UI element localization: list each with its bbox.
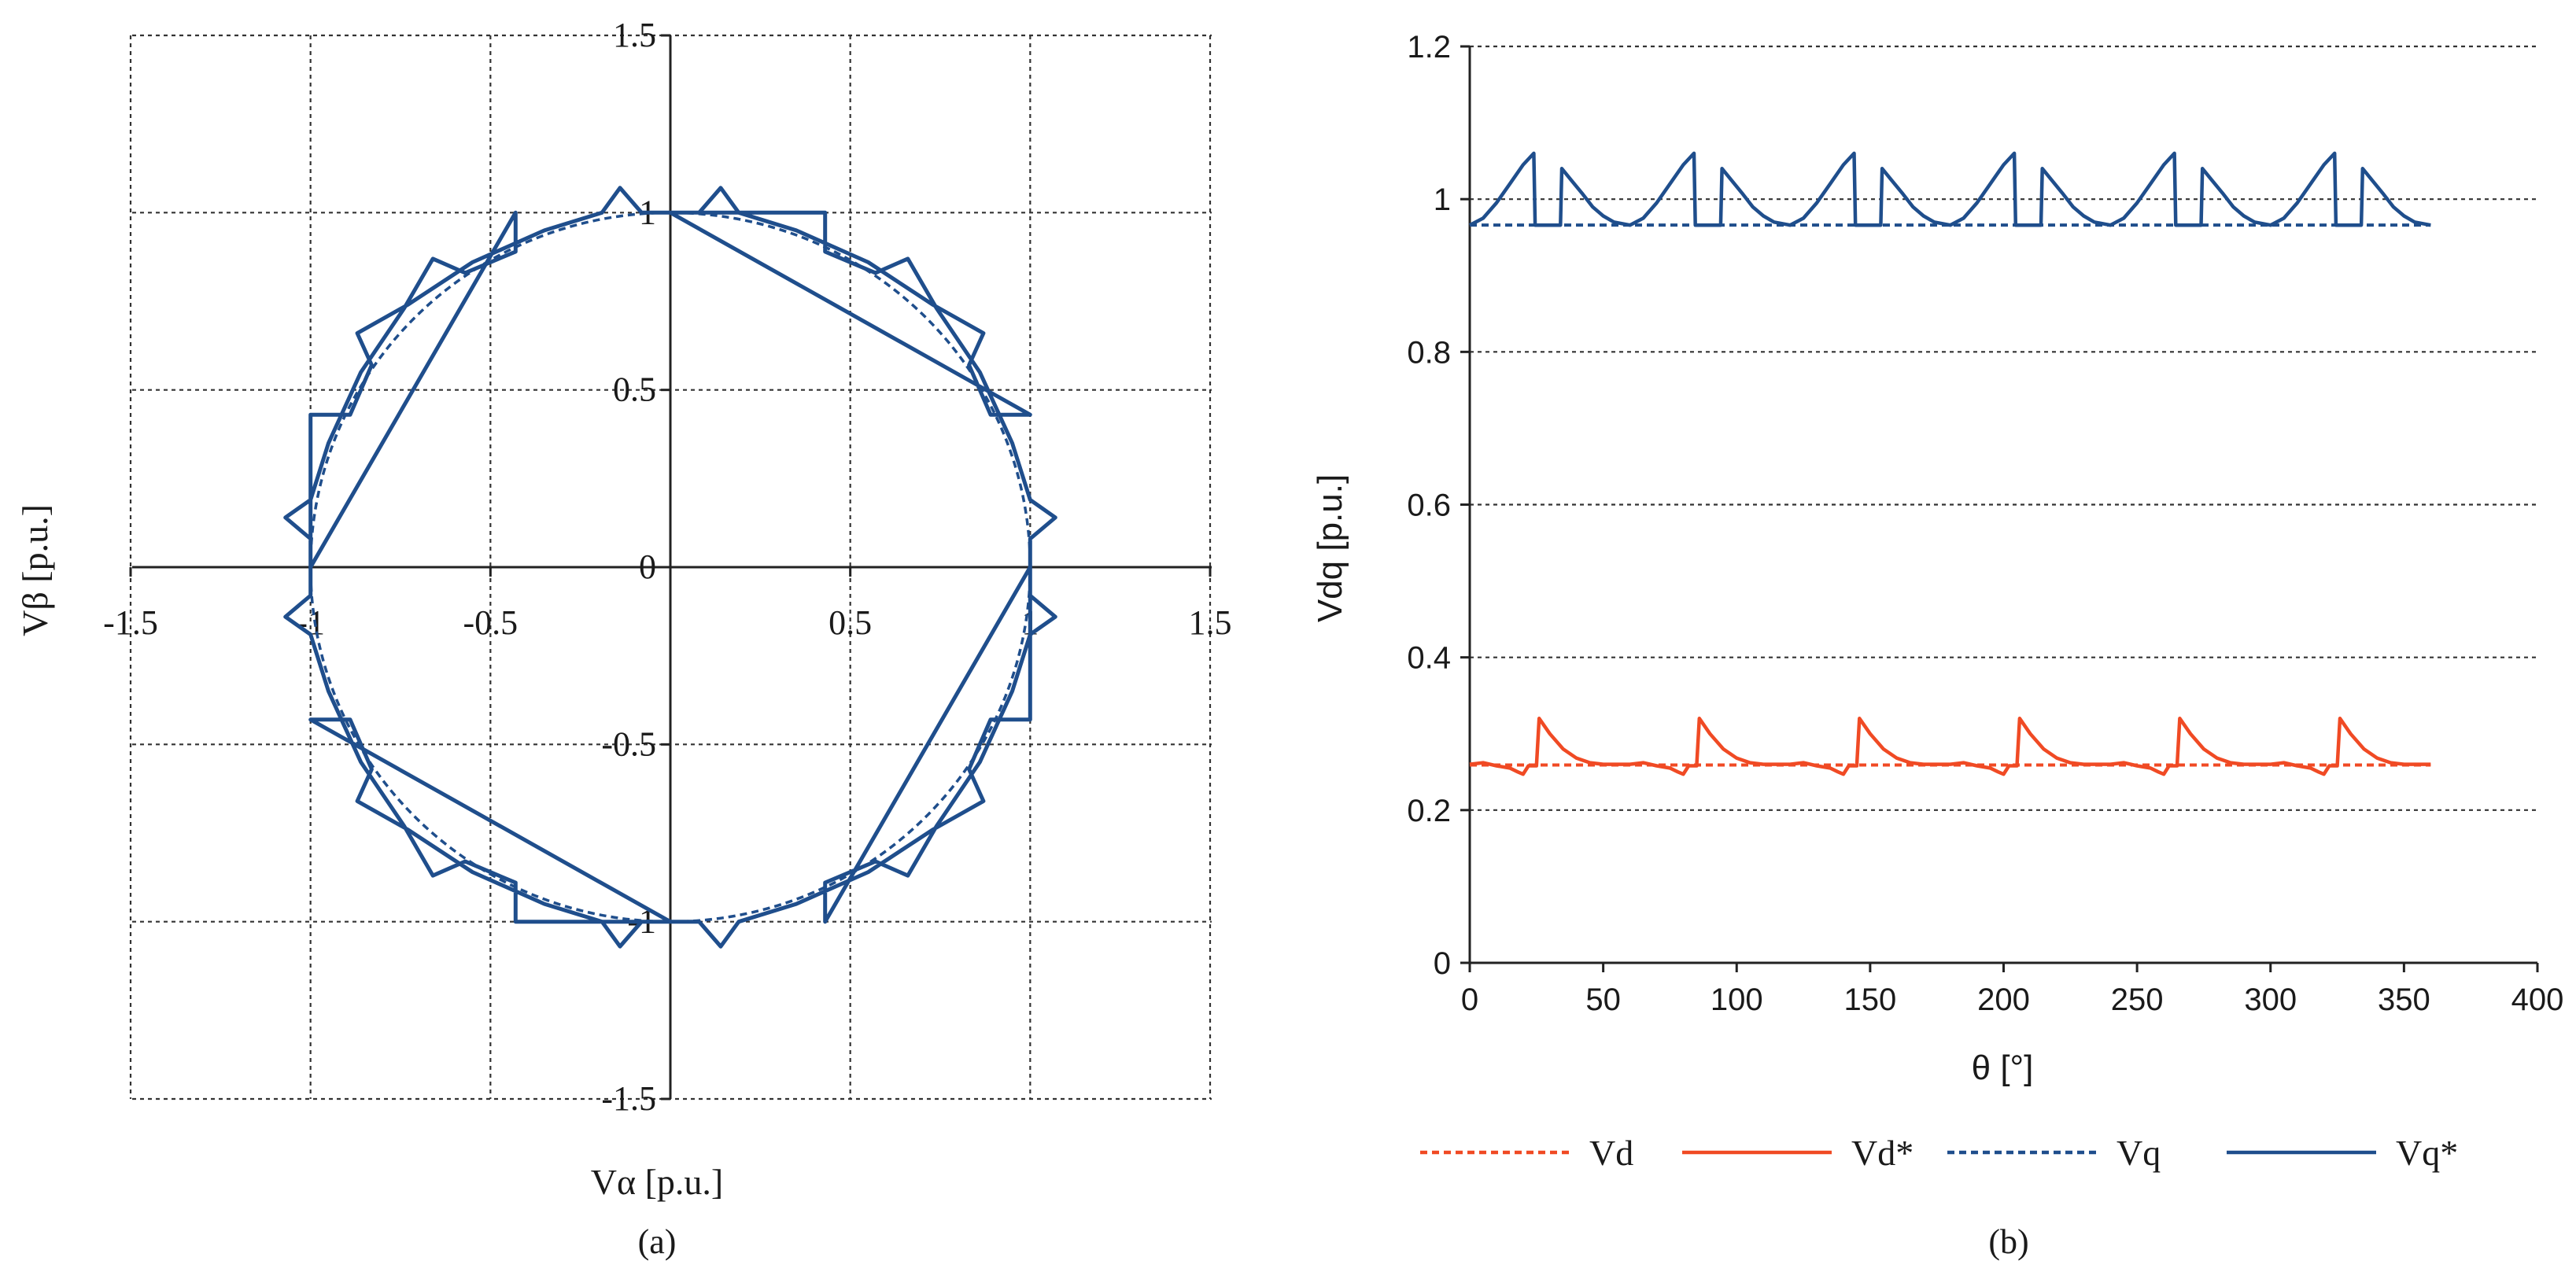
chart-b-dq-voltages: 0 50 100 150 200 250 300 350 400 1.2 1 0.8 0.6 0.4 0.2… <box>1311 30 2563 1261</box>
chart-b-x-tick-label: 150 <box>1844 983 1897 1017</box>
chart-a-y-tick-label: 1.5 <box>613 16 656 54</box>
chart-b-x-tick-label: 400 <box>2511 983 2564 1017</box>
chart-a-panel-label: (a) <box>638 1222 677 1261</box>
chart-a-y-axis-label: Vβ [p.u.] <box>15 504 55 636</box>
chart-a-x-tick-label: -0.5 <box>463 603 519 642</box>
chart-a-x-tick-label: 0.5 <box>829 603 872 642</box>
chart-b-legend: Vd Vd* Vq Vq* <box>1420 1133 2458 1173</box>
chart-b-series-vq-ref <box>1468 151 2431 227</box>
chart-a-series <box>283 186 1057 949</box>
chart-b-y-tick-label: 0.4 <box>1407 641 1451 676</box>
chart-b-panel-label: (b) <box>1988 1222 2028 1261</box>
chart-a-x-tick-label: -1.5 <box>103 603 158 642</box>
chart-b-legend-item: Vd* <box>1682 1133 1914 1173</box>
chart-b-x-tick-label: 300 <box>2244 983 2297 1017</box>
chart-a-tick-labels: -1.5 -1 -0.5 0.5 1 1.51.510.50-0.5-1-1.5 <box>103 16 1231 1118</box>
chart-a-polar-trajectory: -1.5 -1 -0.5 0.5 1 1.51.510.50-0.5-1-1.5 Vα [… <box>0 0 1275 1283</box>
chart-b-y-tick-label: 0.6 <box>1407 488 1451 523</box>
chart-b-legend-label: Vd* <box>1851 1133 1914 1173</box>
chart-b-x-tick-label: 350 <box>2378 983 2430 1017</box>
chart-b-legend-label: Vq* <box>2396 1133 2458 1173</box>
chart-b-tick-labels: 0 50 100 150 200 250 300 350 400 1.2 1 0.8 0.6 0.4 0.2… <box>1407 30 2563 1017</box>
chart-b-y-axis-label: Vdq [p.u.] <box>1311 474 1349 622</box>
chart-b-legend-label: Vq <box>2117 1133 2161 1173</box>
chart-b-y-tick-label: 1.2 <box>1407 30 1451 65</box>
chart-a-x-tick-label: 1.5 <box>1189 603 1232 642</box>
chart-b-series <box>1468 151 2431 776</box>
chart-a-background <box>0 0 1275 1283</box>
chart-b-x-tick-label: 0 <box>1461 983 1478 1017</box>
chart-b-legend-item: Vq* <box>2227 1133 2458 1173</box>
chart-a-y-tick-label: -1.5 <box>601 1079 656 1118</box>
chart-b-y-tick-label: 0.2 <box>1407 794 1451 828</box>
chart-b-y-tick-label: 1 <box>1434 182 1451 217</box>
chart-a-grid <box>129 34 1212 1101</box>
chart-b-y-tick-label: 0.8 <box>1407 335 1451 370</box>
chart-b-y-tick-label: 0 <box>1434 946 1451 981</box>
chart-a-x-axis-label: Vα [p.u.] <box>591 1162 723 1202</box>
chart-b-x-axis-label: θ [°] <box>1972 1049 2034 1087</box>
chart-b-series-vd-ref <box>1469 717 2431 776</box>
chart-b-x-tick-label: 100 <box>1711 983 1763 1017</box>
chart-a-y-tick-label: 0 <box>639 547 656 586</box>
chart-a-y-tick-label: 0.5 <box>613 371 656 409</box>
chart-a-series-trajectory <box>283 186 1057 949</box>
chart-b-legend-item: Vd <box>1420 1133 1633 1173</box>
chart-b-legend-item: Vq <box>1947 1133 2161 1173</box>
chart-b-x-tick-label: 250 <box>2111 983 2164 1017</box>
chart-b-legend-label: Vd <box>1589 1133 1633 1173</box>
chart-b-grid <box>1470 45 2537 811</box>
chart-b-axes <box>1460 45 2539 972</box>
chart-a-y-tick-label: -0.5 <box>601 724 656 763</box>
chart-b-x-tick-label: 200 <box>1977 983 2030 1017</box>
chart-b-x-tick-label: 50 <box>1585 983 1621 1017</box>
